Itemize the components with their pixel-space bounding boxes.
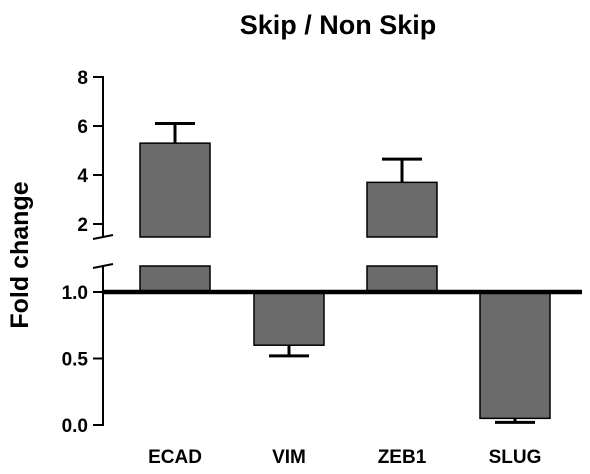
bar-ecad-upper: [139, 142, 211, 238]
y-tick-label-4: 4: [77, 166, 88, 187]
bar-ecad-lower: [139, 265, 211, 293]
x-tick-label-slug: SLUG: [489, 447, 542, 468]
x-tick-label-ecad: ECAD: [148, 447, 202, 468]
bar-zeb1-lower: [366, 265, 438, 293]
x-tick-label-vim: VIM: [272, 447, 306, 468]
axis-break-mark-lower: [92, 263, 114, 269]
y-tick-label-2: 2: [77, 215, 88, 236]
chart-title: Skip / Non Skip: [240, 10, 437, 40]
bar-slug: [479, 291, 551, 420]
bar-zeb1-upper: [366, 181, 438, 238]
axis-break-mark-upper: [92, 234, 114, 240]
bar-vim: [253, 291, 325, 346]
y-tick-label-8: 8: [77, 68, 88, 89]
y-tick-label-1.0: 1.0: [62, 283, 88, 304]
y-tick-label-0.0: 0.0: [62, 416, 88, 437]
labels-layer: ECAD VIM ZEB1 SLUG 2 4 6 8 0.0 0.5 1.0: [62, 68, 542, 468]
bars-layer: [103, 122, 582, 424]
x-tick-label-zeb1: ZEB1: [378, 447, 427, 468]
y-axis: [92, 76, 114, 426]
y-axis-label: Fold change: [6, 181, 34, 328]
y-tick-label-6: 6: [77, 117, 88, 138]
y-tick-label-0.5: 0.5: [62, 350, 89, 371]
